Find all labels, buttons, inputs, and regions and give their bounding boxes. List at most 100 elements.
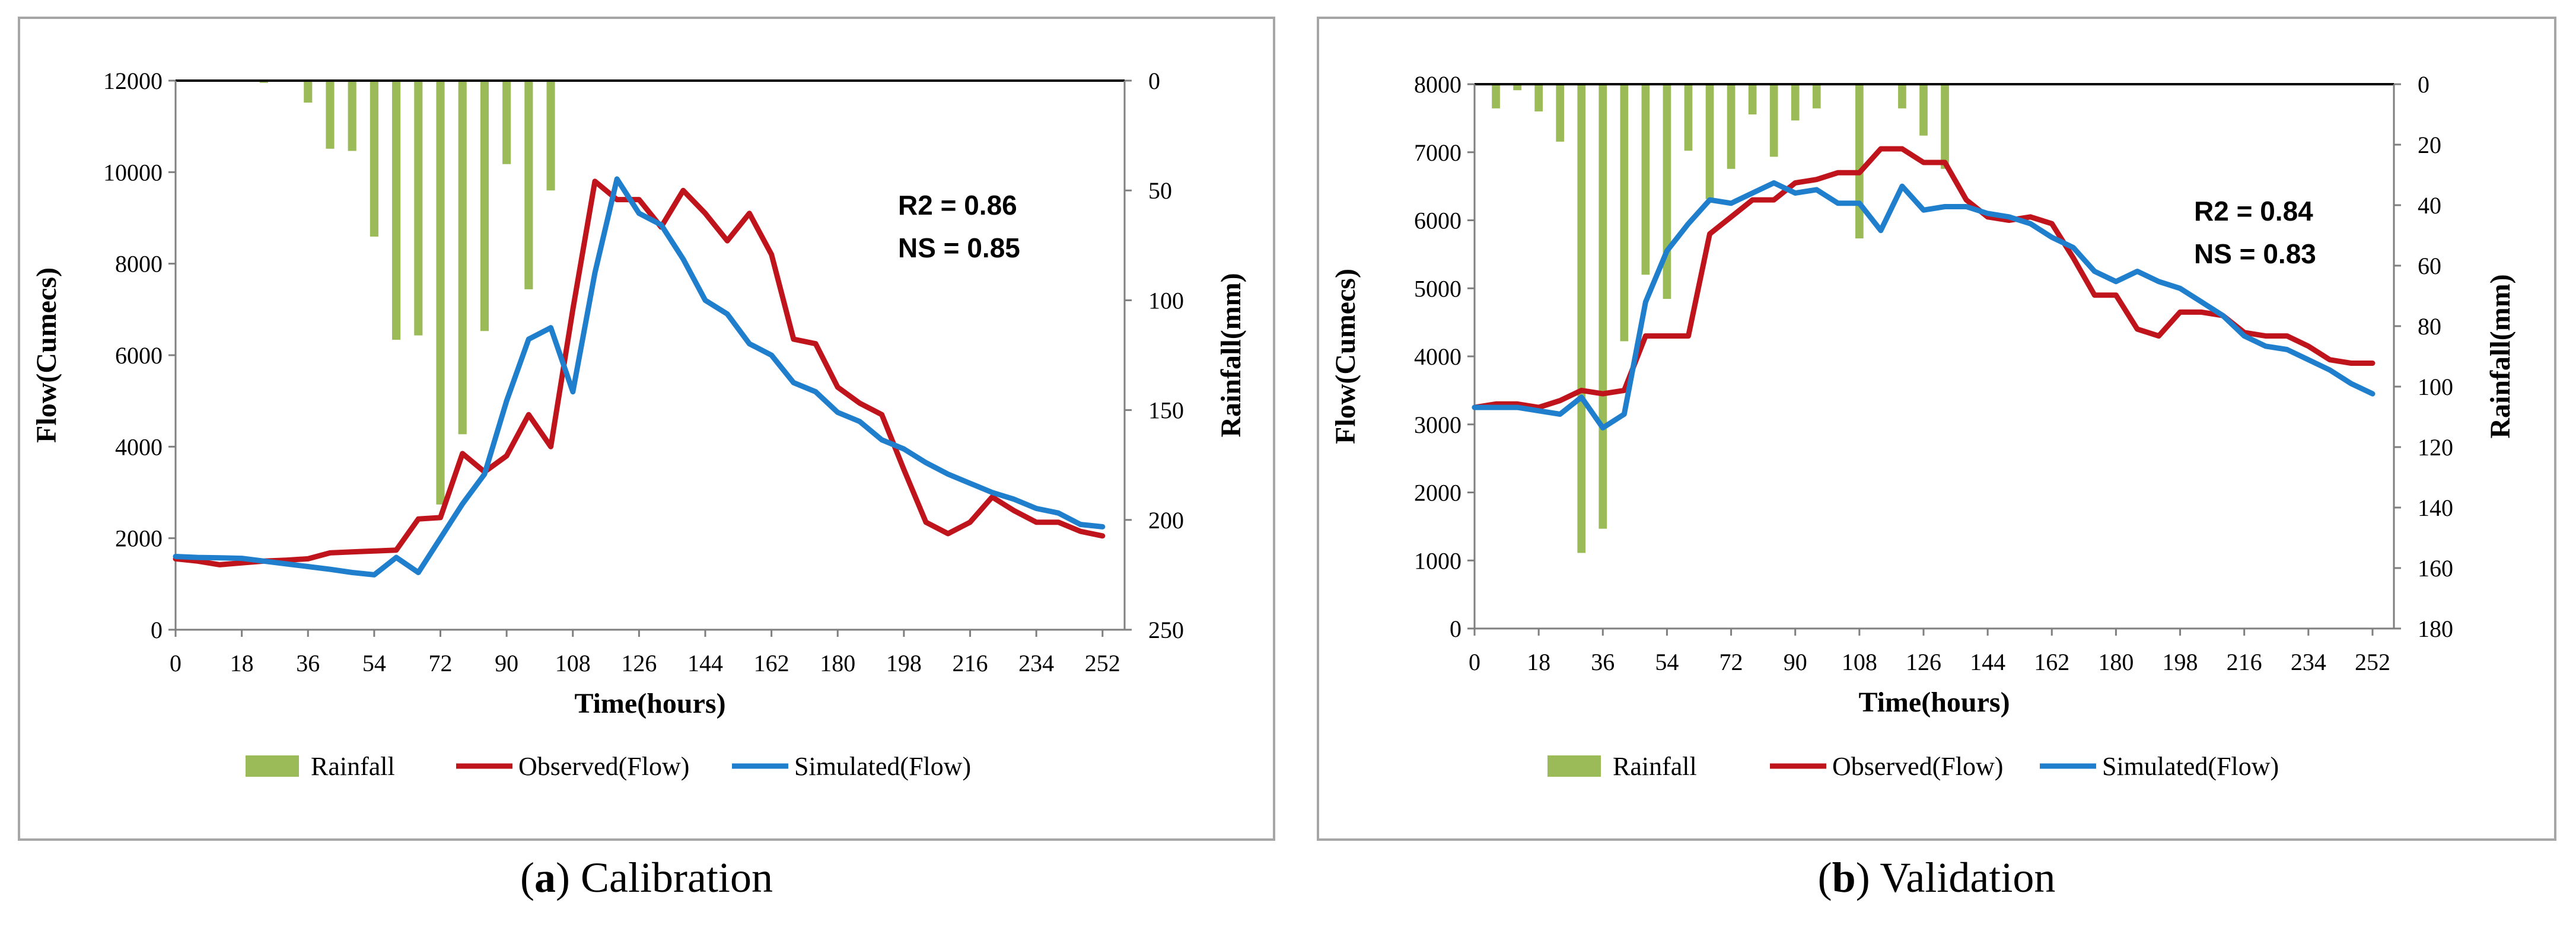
x-tick-label: 54 — [362, 650, 386, 677]
x-tick-label: 72 — [429, 650, 453, 677]
ns-label: NS = 0.83 — [2194, 238, 2316, 269]
x-axis-title: Time(hours) — [574, 688, 725, 719]
rainfall-bar — [1898, 84, 1906, 109]
y2-tick-label: 180 — [2418, 615, 2453, 642]
legend-rainfall-swatch — [1547, 755, 1601, 777]
observed-flow-line — [1472, 146, 2376, 410]
caption-calibration: (a) Calibration — [520, 854, 773, 901]
y-tick-label: 12000 — [103, 68, 163, 94]
rainfall-bar — [1513, 84, 1521, 91]
y-axis-title: Flow(Cumecs) — [1330, 269, 1361, 444]
rainfall-bar — [370, 81, 378, 237]
r2-label: R2 = 0.86 — [898, 190, 1017, 221]
x-tick-label: 234 — [1018, 650, 1054, 677]
y2-tick-label: 160 — [2418, 555, 2453, 582]
rainfall-bar — [1812, 84, 1821, 109]
rainfall-bar — [1534, 84, 1543, 111]
x-tick-label: 18 — [1527, 649, 1550, 675]
rainfall-bar — [1641, 84, 1650, 275]
chart-calibration: 0 2000 4000 6000 8000 10000 12000 0 50 100 150 200 2… — [31, 68, 1247, 781]
x-tick-label: 144 — [687, 650, 723, 677]
rainfall-bar — [502, 81, 511, 164]
y2-tick-label: 50 — [1148, 177, 1172, 204]
y-tick-label: 4000 — [1414, 343, 1461, 370]
y-tick-label: 8000 — [115, 251, 163, 278]
rainfall-bar — [326, 81, 335, 149]
y2-tick-label: 100 — [1148, 287, 1184, 314]
rainfall-bar — [348, 81, 356, 151]
rainfall-bar — [304, 81, 313, 103]
simulated-flow-line — [173, 176, 1106, 578]
y-tick-label: 5000 — [1414, 275, 1461, 302]
y-tick-label: 2000 — [1414, 480, 1461, 506]
y-tick-label: 4000 — [115, 433, 163, 460]
y2-tick-label: 20 — [2418, 132, 2441, 158]
legend-simulated-label: Simulated(Flow) — [794, 752, 971, 781]
rainfall-bar — [1492, 84, 1500, 109]
rainfall-bar — [1663, 84, 1671, 299]
rainfall-bar — [1941, 84, 1949, 169]
rainfall-bar — [1599, 84, 1607, 529]
x-tick-label: 108 — [555, 650, 591, 677]
x-tick-label: 198 — [2163, 649, 2198, 675]
x-tick-label: 126 — [1906, 649, 1941, 675]
x-tick-label: 162 — [754, 650, 789, 677]
rainfall-bar — [1620, 84, 1629, 342]
x-tick-label: 54 — [1655, 649, 1679, 675]
x-tick-label: 0 — [1469, 649, 1480, 675]
x-tick-label: 216 — [2227, 649, 2262, 675]
rainfall-bar — [546, 81, 555, 191]
legend-observed-label: Observed(Flow) — [1832, 752, 2003, 781]
legend-simulated-label: Simulated(Flow) — [2102, 752, 2279, 781]
x-axis-title: Time(hours) — [1858, 687, 2010, 718]
legend-rainfall-swatch — [246, 755, 299, 777]
y-tick-label: 10000 — [103, 159, 163, 186]
x-tick-label: 234 — [2291, 649, 2326, 675]
y2-tick-label: 200 — [1148, 507, 1184, 534]
x-tick-label: 108 — [1842, 649, 1877, 675]
chart-panel-validation: 0 1000 2000 3000 4000 5000 6000 7000 8000 0 20 40 60… — [1317, 17, 2556, 841]
y2-axis-title: Rainfall(mm) — [1215, 273, 1247, 437]
rainfall-bar — [392, 81, 401, 340]
rainfall-bar — [1769, 84, 1778, 157]
x-tick-label: 252 — [1085, 650, 1120, 677]
y-tick-label: 1000 — [1414, 547, 1461, 574]
simulated-flow-line — [1472, 180, 2376, 430]
x-tick-label: 252 — [2355, 649, 2390, 675]
r2-label: R2 = 0.84 — [2194, 196, 2313, 227]
rainfall-bar — [1855, 84, 1864, 239]
x-tick-label: 126 — [621, 650, 657, 677]
y2-tick-label: 60 — [2418, 253, 2441, 279]
rainfall-bar — [414, 81, 423, 336]
legend-observed-label: Observed(Flow) — [518, 752, 689, 781]
y-tick-label: 7000 — [1414, 139, 1461, 166]
y2-tick-label: 140 — [2418, 495, 2453, 521]
y-tick-label: 8000 — [1414, 71, 1461, 98]
x-tick-label: 180 — [820, 650, 855, 677]
x-tick-label: 0 — [170, 650, 182, 677]
y2-tick-label: 0 — [1148, 68, 1160, 94]
rainfall-bar — [1684, 84, 1693, 151]
rainfall-bar — [1727, 84, 1736, 169]
y2-tick-label: 40 — [2418, 192, 2441, 219]
x-tick-label: 18 — [230, 650, 254, 677]
rainfall-bar — [480, 81, 489, 331]
y2-axis-title: Rainfall(mm) — [2485, 274, 2516, 438]
x-tick-label: 36 — [1591, 649, 1615, 675]
rainfall-bar — [1577, 84, 1586, 553]
rainfall-bar — [1748, 84, 1757, 114]
y2-tick-label: 120 — [2418, 434, 2453, 461]
y-tick-label: 0 — [151, 617, 163, 643]
x-tick-label: 36 — [296, 650, 320, 677]
observed-flow-line — [173, 178, 1106, 567]
y2-tick-label: 100 — [2418, 374, 2453, 400]
y2-tick-label: 0 — [2418, 71, 2429, 98]
x-tick-label: 72 — [1720, 649, 1743, 675]
y-tick-label: 3000 — [1414, 412, 1461, 438]
x-tick-label: 216 — [953, 650, 988, 677]
y-tick-label: 6000 — [115, 342, 163, 369]
y-tick-label: 6000 — [1414, 208, 1461, 234]
x-tick-label: 198 — [886, 650, 922, 677]
legend-rainfall-label: Rainfall — [1613, 752, 1697, 781]
x-tick-label: 144 — [1970, 649, 2005, 675]
